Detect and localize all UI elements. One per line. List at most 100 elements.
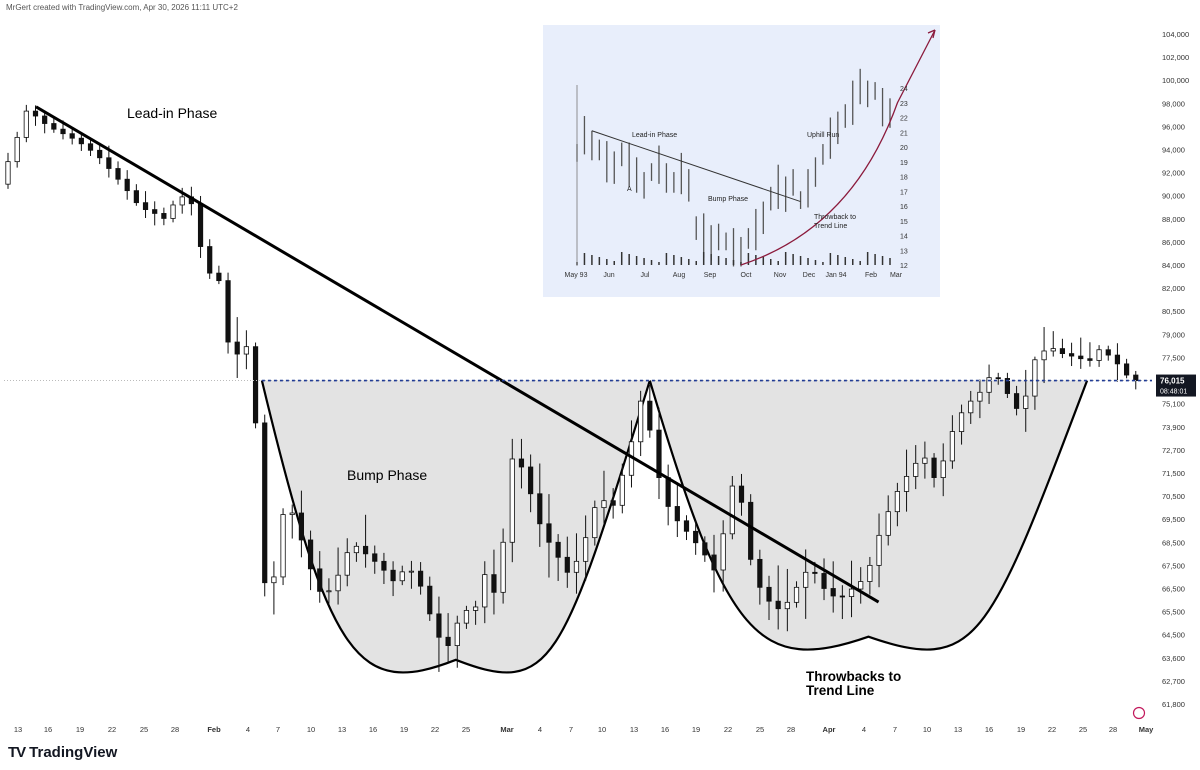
y-tick-label: 86,000 [1162, 238, 1185, 247]
candle-body [399, 571, 405, 582]
candle-body [335, 574, 341, 592]
x-tick-label: 13 [954, 725, 962, 734]
candle-body [858, 581, 864, 590]
candle-body [179, 196, 185, 206]
y-tick-label: 90,000 [1162, 192, 1185, 201]
y-tick-label: 84,000 [1162, 261, 1185, 270]
y-tick-label: 88,000 [1162, 215, 1185, 224]
x-tick-label: 22 [431, 725, 439, 734]
candle-body [1013, 393, 1020, 409]
price-tag-box [1156, 374, 1196, 397]
candle-body [757, 558, 763, 588]
y-tick-label: 94,000 [1162, 146, 1185, 155]
y-tick-label: 73,900 [1162, 423, 1185, 432]
candle-body [693, 530, 699, 544]
candle-body [610, 500, 616, 506]
candle-body [995, 377, 1001, 380]
candle-body [555, 541, 561, 558]
tradingview-brand-name: TradingView [29, 744, 118, 761]
candle-body [1068, 353, 1075, 357]
candle-body [949, 431, 955, 462]
candle-body [619, 474, 625, 506]
x-tick-label: 10 [307, 725, 315, 734]
candle-body [170, 204, 176, 219]
y-tick-label: 61,800 [1162, 700, 1185, 709]
candle-body [903, 476, 910, 492]
candle-body [326, 590, 332, 593]
candle-body [427, 585, 433, 615]
x-tick-label: 19 [400, 725, 408, 734]
x-tick-label: 4 [862, 725, 866, 734]
inset-x-tick: Dec [803, 272, 816, 279]
x-tick-label: 16 [44, 725, 52, 734]
inset-annotation: A [627, 186, 632, 193]
candle-body [133, 190, 139, 204]
inset-y-tick: 14 [900, 234, 908, 241]
candle-body [197, 203, 204, 247]
candle-body [638, 400, 644, 443]
inset-annotation: Throwback to [814, 214, 856, 221]
candle-body [821, 573, 827, 589]
inset-y-tick: 21 [900, 130, 908, 137]
candle-body [537, 493, 543, 525]
candle-body [491, 574, 497, 593]
inset-y-tick: 23 [900, 101, 908, 108]
inset-y-tick: 15 [900, 219, 908, 226]
candle-body [647, 400, 653, 431]
candle-body [564, 556, 570, 573]
candle-body [207, 246, 213, 274]
candle-body [124, 178, 130, 192]
candle-body [931, 457, 937, 478]
inset-x-tick: Feb [865, 272, 877, 279]
candle-body [601, 500, 607, 509]
y-tick-label: 63,600 [1162, 654, 1185, 663]
candle-body [436, 613, 442, 638]
candle-body [1023, 395, 1029, 409]
x-tick-label: 7 [893, 725, 897, 734]
candle-body [1096, 349, 1102, 361]
candle-body [51, 123, 57, 130]
x-tick-label: May [1139, 725, 1154, 734]
candle-body [509, 458, 515, 543]
candle-body [142, 202, 149, 210]
x-tick-label: 22 [108, 725, 116, 734]
annotation-lead-in: Lead-in Phase [127, 105, 218, 121]
candle-body [592, 507, 598, 539]
inset-x-tick: Jul [641, 272, 650, 279]
candle-body [1114, 354, 1121, 365]
candle-body [1004, 378, 1011, 394]
candle-body [665, 477, 671, 507]
x-tick-label: 16 [661, 725, 669, 734]
candle-body [738, 485, 745, 503]
candle-body [252, 346, 259, 424]
chart-credit: MrGert created with TradingView.com, Apr… [6, 3, 238, 12]
x-tick-label: 19 [692, 725, 700, 734]
y-tick-label: 72,700 [1162, 446, 1185, 455]
x-tick-label: 4 [246, 725, 250, 734]
candle-body [986, 377, 992, 393]
candle-body [656, 429, 662, 478]
candle-body [702, 542, 708, 556]
y-tick-label: 67,500 [1162, 561, 1185, 570]
inset-trend-line [591, 130, 801, 203]
y-tick-label: 100,000 [1162, 76, 1189, 85]
x-tick-label: 10 [923, 725, 931, 734]
x-tick-label: 7 [569, 725, 573, 734]
y-tick-label: 68,500 [1162, 538, 1185, 547]
inset-x-tick: Jun [603, 272, 614, 279]
candle-body [482, 574, 488, 608]
candle-body [720, 533, 726, 571]
candle-body [390, 569, 396, 582]
tradingview-brand[interactable]: TV TradingView [8, 744, 117, 761]
inset-uphill-curve [740, 29, 936, 266]
inset-y-tick: 20 [900, 145, 908, 152]
y-tick-label: 77,500 [1162, 353, 1185, 362]
inset-y-tick: 16 [900, 204, 908, 211]
candle-body [372, 553, 378, 562]
x-tick-label: 19 [1017, 725, 1025, 734]
candle-body [225, 280, 231, 343]
annotation-throwbacks-line2: Trend Line [806, 683, 875, 698]
y-tick-label: 102,000 [1162, 53, 1189, 62]
candle-body [940, 460, 946, 478]
candle-body [573, 560, 580, 573]
